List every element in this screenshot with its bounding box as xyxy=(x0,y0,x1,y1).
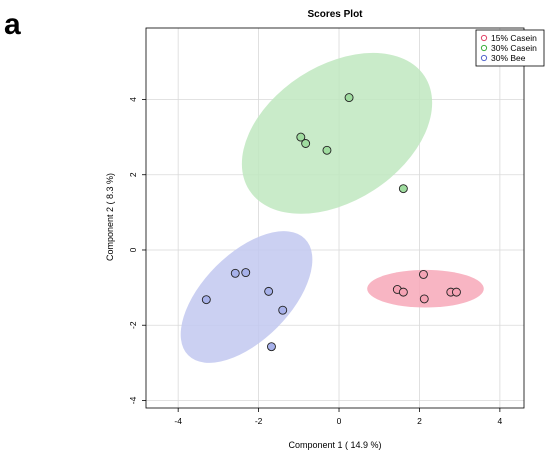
point-15-casein xyxy=(398,287,408,297)
point-15-casein xyxy=(419,269,428,279)
y-tick-label: 4 xyxy=(128,97,138,102)
point-30-casein xyxy=(301,139,311,148)
ellipse-30-bee xyxy=(180,231,313,363)
legend-marker xyxy=(480,34,488,42)
y-tick-label: -2 xyxy=(128,321,138,329)
legend-entry-label: 30% Bee xyxy=(491,53,526,63)
y-tick-label: -4 xyxy=(128,396,138,404)
y-axis-ticks: -4 -2 0 2 4 xyxy=(128,97,146,404)
legend-box xyxy=(475,29,545,67)
y-axis-label: Component 2 ( 8.3 %) xyxy=(105,173,115,261)
legend-marker xyxy=(480,54,488,62)
point-15-casein xyxy=(451,287,461,297)
ellipse-30-casein xyxy=(241,52,433,214)
chart-title: Scores Plot xyxy=(307,9,363,20)
point-30-bee xyxy=(264,286,274,296)
point-30-casein xyxy=(296,132,306,142)
x-tick-label: -2 xyxy=(255,416,263,426)
x-tick-label: 4 xyxy=(498,416,503,426)
plot-frame xyxy=(145,27,525,409)
legend-entry-label: 15% Casein xyxy=(491,33,537,43)
point-30-bee xyxy=(267,342,276,352)
x-tick-label: 0 xyxy=(337,416,342,426)
legend-entry-label: 30% Casein xyxy=(491,43,537,53)
legend-marker xyxy=(480,44,488,52)
ellipse-15-casein xyxy=(367,269,484,308)
point-15-casein xyxy=(419,294,429,304)
point-30-bee xyxy=(278,305,288,315)
point-30-casein xyxy=(398,184,408,194)
data-points xyxy=(201,93,461,352)
point-30-casein xyxy=(344,93,354,103)
y-tick-label: 0 xyxy=(128,247,138,252)
confidence-ellipses xyxy=(180,52,484,363)
x-axis-ticks: -4 -2 0 2 4 xyxy=(174,408,503,426)
x-tick-label: 2 xyxy=(417,416,422,426)
point-30-bee xyxy=(230,268,240,278)
point-30-bee xyxy=(241,268,251,278)
x-tick-label: -4 xyxy=(174,416,182,426)
x-axis-label: Component 1 ( 14.9 %) xyxy=(288,440,381,450)
point-30-bee xyxy=(201,295,211,305)
point-30-casein xyxy=(322,145,332,155)
y-tick-label: 2 xyxy=(128,172,138,177)
panel-letter: a xyxy=(4,8,21,41)
